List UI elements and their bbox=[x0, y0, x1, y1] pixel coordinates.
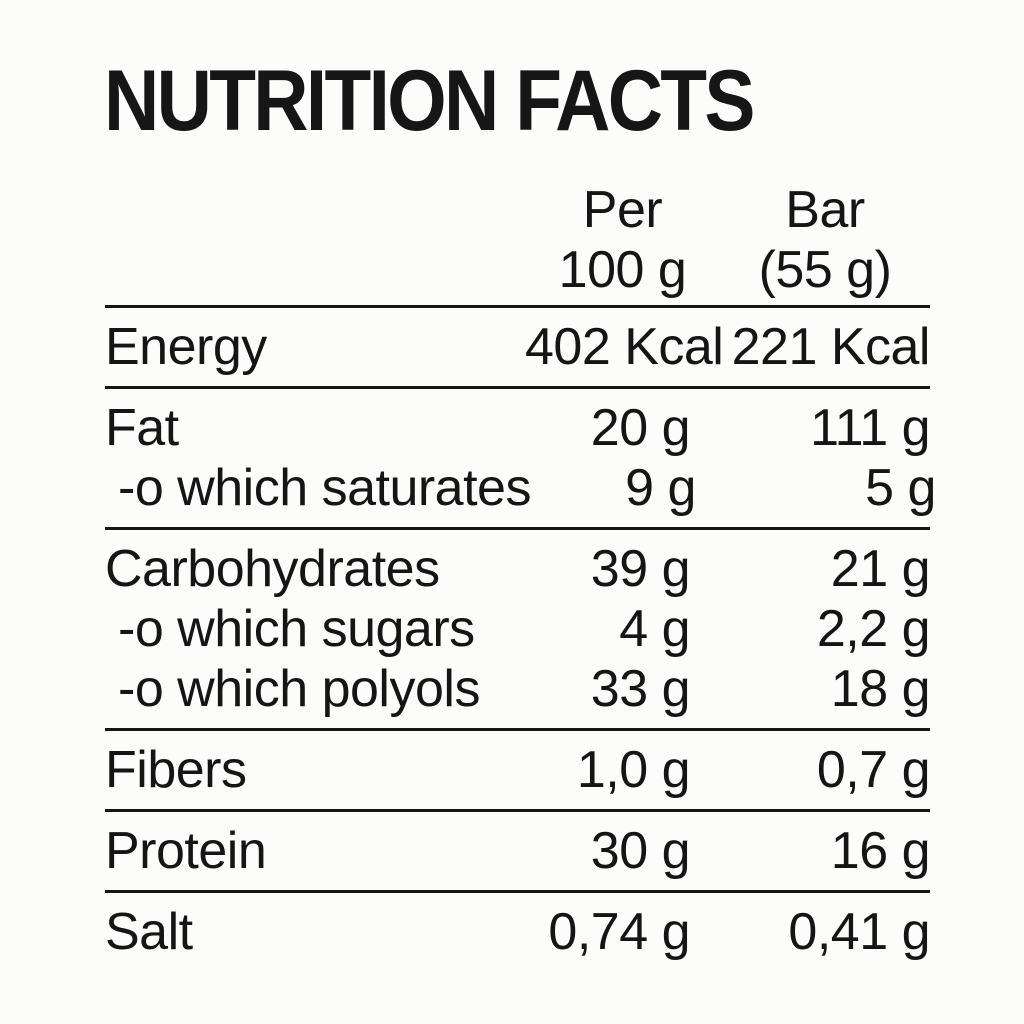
row-label: Protein bbox=[105, 822, 267, 880]
column-header-per-100g: Per 100 g bbox=[525, 180, 720, 300]
table-row-energy: Energy 402 Kcal 221 Kcal bbox=[105, 317, 931, 377]
column-header-per-bar-line2: (55 g) bbox=[758, 241, 892, 299]
per-100g-value: 39 g bbox=[590, 540, 691, 598]
column-header-per-bar-line1: Bar bbox=[785, 181, 865, 239]
row-label: Energy bbox=[105, 318, 267, 376]
row-label: Carbohydrates bbox=[105, 540, 440, 598]
table-row-fibers: Fibers 1,0 g 0,7 g bbox=[105, 740, 931, 800]
row-label: -o which polyols bbox=[118, 660, 480, 718]
table-row-sugars: -o which sugars 4 g 2,2 g bbox=[105, 599, 931, 659]
row-label: -o which saturates bbox=[118, 459, 531, 517]
column-header-per-100g-line1: Per bbox=[582, 181, 663, 239]
section-energy: Energy 402 Kcal 221 Kcal bbox=[105, 308, 931, 389]
table-row-carbohydrates: Carbohydrates 39 g 21 g bbox=[105, 539, 931, 599]
per-bar-value: 18 g bbox=[830, 660, 931, 718]
table-row-fat: Fat 20 g 111 g bbox=[105, 398, 931, 458]
per-100g-value: 0,74 g bbox=[548, 903, 690, 961]
table-row-protein: Protein 30 g 16 g bbox=[105, 821, 931, 881]
per-100g-value: 9 g bbox=[625, 459, 696, 517]
row-label: -o which sugars bbox=[118, 600, 475, 658]
per-bar-value: 16 g bbox=[830, 822, 931, 880]
per-100g-value: 30 g bbox=[590, 822, 691, 880]
per-100g-value: 20 g bbox=[590, 399, 691, 457]
nutrition-table: Per 100 g Bar (55 g) Energy 402 Kcal 221… bbox=[105, 170, 936, 971]
row-label: Fibers bbox=[105, 741, 247, 799]
section-carbohydrates: Carbohydrates 39 g 21 g -o which sugars … bbox=[105, 530, 931, 731]
per-bar-value: 21 g bbox=[830, 540, 931, 598]
section-fibers: Fibers 1,0 g 0,7 g bbox=[105, 731, 931, 812]
per-100g-value: 402 Kcal bbox=[525, 318, 724, 376]
column-header-per-bar: Bar (55 g) bbox=[720, 180, 930, 300]
per-bar-value: 2,2 g bbox=[816, 600, 931, 658]
table-row-salt: Salt 0,74 g 0,41 g bbox=[105, 902, 931, 962]
table-row-saturates: -o which saturates 9 g 5 g bbox=[105, 458, 936, 518]
per-100g-value: 33 g bbox=[590, 660, 691, 718]
table-row-polyols: -o which polyols 33 g 18 g bbox=[105, 659, 931, 719]
per-bar-value: 0,7 g bbox=[816, 741, 931, 799]
per-bar-value: 111 g bbox=[810, 399, 930, 457]
per-bar-value: 5 g bbox=[865, 459, 936, 517]
section-salt: Salt 0,74 g 0,41 g bbox=[105, 893, 931, 971]
per-bar-value: 0,41 g bbox=[788, 903, 930, 961]
per-100g-value: 4 g bbox=[619, 600, 690, 658]
per-100g-value: 1,0 g bbox=[576, 741, 691, 799]
section-protein: Protein 30 g 16 g bbox=[105, 812, 931, 893]
table-header-row: Per 100 g Bar (55 g) bbox=[105, 170, 930, 308]
row-label: Fat bbox=[105, 399, 179, 457]
row-label: Salt bbox=[105, 903, 193, 961]
per-bar-value: 221 Kcal bbox=[731, 318, 931, 376]
page-title: NUTRITION FACTS bbox=[104, 53, 755, 149]
section-fat: Fat 20 g 111 g -o which saturates 9 g 5 … bbox=[105, 389, 936, 530]
column-header-per-100g-line2: 100 g bbox=[558, 241, 687, 299]
